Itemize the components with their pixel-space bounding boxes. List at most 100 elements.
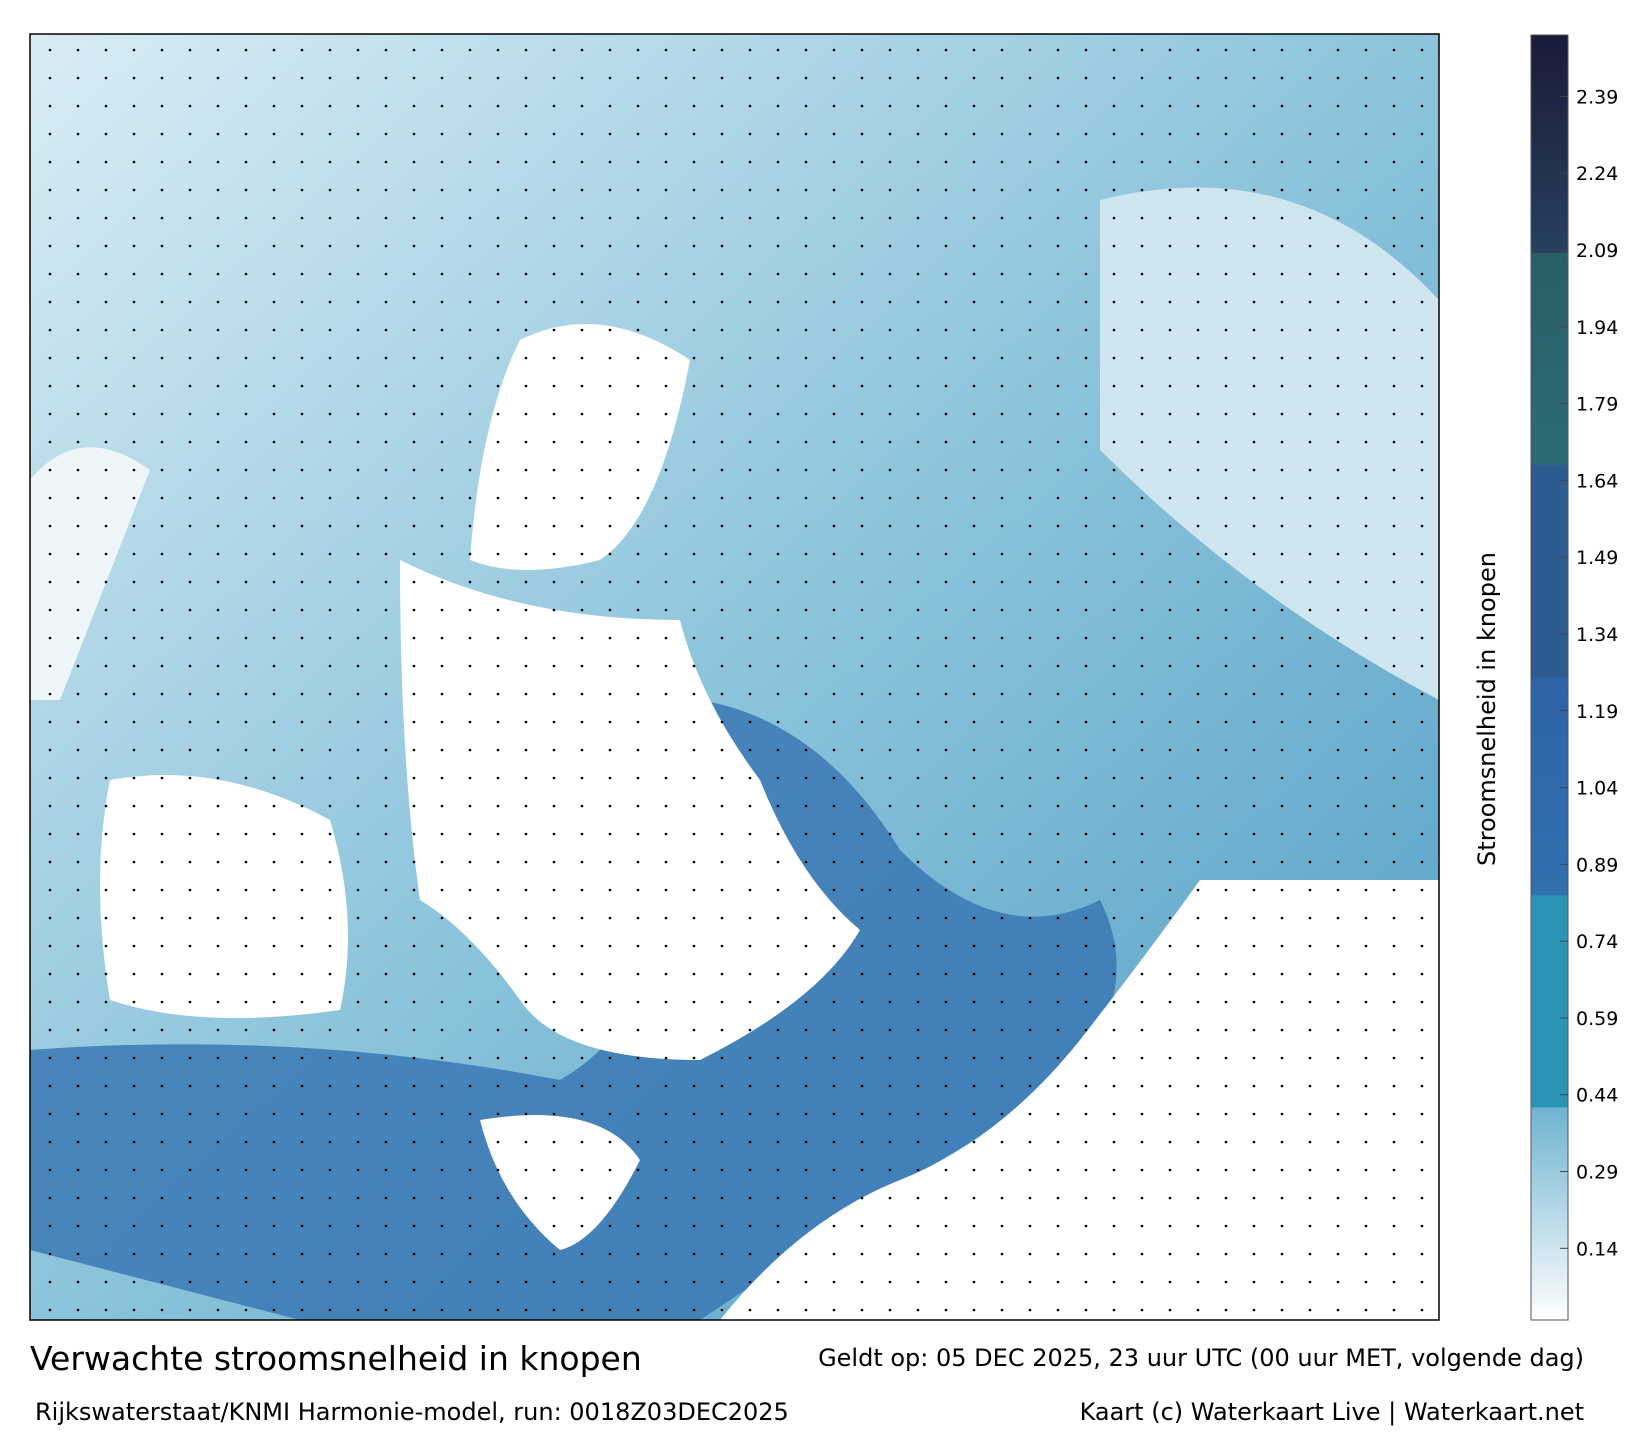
grid-dot xyxy=(1084,552,1088,556)
grid-dot xyxy=(1364,664,1368,668)
grid-dot xyxy=(804,1056,808,1060)
grid-dot xyxy=(720,1224,724,1228)
grid-dot xyxy=(1028,1280,1032,1284)
grid-dot xyxy=(860,832,864,836)
grid-dot xyxy=(272,1028,276,1032)
grid-dot xyxy=(1308,1252,1312,1256)
grid-dot xyxy=(1420,1140,1424,1144)
grid-dot xyxy=(1392,860,1396,864)
grid-dot xyxy=(1000,104,1004,108)
grid-dot xyxy=(104,748,108,752)
grid-dot xyxy=(244,496,248,500)
grid-dot xyxy=(804,412,808,416)
grid-dot xyxy=(1364,748,1368,752)
grid-dot xyxy=(636,1308,640,1312)
grid-dot xyxy=(972,132,976,136)
grid-dot xyxy=(1224,720,1228,724)
grid-dot xyxy=(1056,1112,1060,1116)
grid-dot xyxy=(384,608,388,612)
grid-dot xyxy=(888,636,892,640)
grid-dot xyxy=(132,1056,136,1060)
grid-dot xyxy=(104,496,108,500)
grid-dot xyxy=(48,132,52,136)
grid-dot xyxy=(524,384,528,388)
grid-dot xyxy=(1252,216,1256,220)
grid-dot xyxy=(1420,1308,1424,1312)
grid-dot xyxy=(1336,1028,1340,1032)
grid-dot xyxy=(328,636,332,640)
grid-dot xyxy=(916,888,920,892)
grid-dot xyxy=(1000,804,1004,808)
grid-dot xyxy=(216,76,220,80)
grid-dot xyxy=(664,300,668,304)
grid-dot xyxy=(1000,160,1004,164)
grid-dot xyxy=(328,552,332,556)
grid-dot xyxy=(496,720,500,724)
grid-dot xyxy=(1168,692,1172,696)
grid-dot xyxy=(1392,776,1396,780)
grid-dot xyxy=(580,1028,584,1032)
grid-dot xyxy=(1028,748,1032,752)
grid-dot xyxy=(104,328,108,332)
grid-dot xyxy=(1308,1140,1312,1144)
grid-dot xyxy=(412,1308,416,1312)
grid-dot xyxy=(356,720,360,724)
grid-dot xyxy=(244,356,248,360)
grid-dot xyxy=(76,1308,80,1312)
grid-dot xyxy=(1420,888,1424,892)
grid-dot xyxy=(944,132,948,136)
grid-dot xyxy=(720,1252,724,1256)
grid-dot xyxy=(244,160,248,164)
grid-dot xyxy=(1112,188,1116,192)
grid-dot xyxy=(300,720,304,724)
grid-dot xyxy=(440,244,444,248)
grid-dot xyxy=(1196,1112,1200,1116)
grid-dot xyxy=(272,832,276,836)
grid-dot xyxy=(832,804,836,808)
grid-dot xyxy=(412,1056,416,1060)
grid-dot xyxy=(608,748,612,752)
grid-dot xyxy=(580,1140,584,1144)
grid-dot xyxy=(860,104,864,108)
grid-dot xyxy=(748,524,752,528)
grid-dot xyxy=(132,468,136,472)
grid-dot xyxy=(1280,1140,1284,1144)
grid-dot xyxy=(1028,636,1032,640)
grid-dot xyxy=(1084,860,1088,864)
grid-dot xyxy=(104,216,108,220)
grid-dot xyxy=(216,328,220,332)
grid-dot xyxy=(608,832,612,836)
grid-dot xyxy=(1308,160,1312,164)
grid-dot xyxy=(804,580,808,584)
grid-dot xyxy=(48,48,52,52)
grid-dot xyxy=(832,888,836,892)
grid-dot xyxy=(76,412,80,416)
grid-dot xyxy=(552,160,556,164)
grid-dot xyxy=(1364,188,1368,192)
grid-dot xyxy=(1364,804,1368,808)
grid-dot xyxy=(832,1000,836,1004)
colorbar-tick-label: 1.94 xyxy=(1576,317,1618,339)
grid-dot xyxy=(888,916,892,920)
grid-dot xyxy=(496,608,500,612)
grid-dot xyxy=(468,580,472,584)
grid-dot xyxy=(524,804,528,808)
grid-dot xyxy=(1028,48,1032,52)
grid-dot xyxy=(384,132,388,136)
grid-dot xyxy=(804,48,808,52)
grid-dot xyxy=(888,244,892,248)
grid-dot xyxy=(1308,104,1312,108)
grid-dot xyxy=(1252,160,1256,164)
grid-dot xyxy=(1308,720,1312,724)
grid-dot xyxy=(1084,776,1088,780)
grid-dot xyxy=(468,356,472,360)
grid-dot xyxy=(1196,244,1200,248)
grid-dot xyxy=(664,804,668,808)
grid-dot xyxy=(832,1084,836,1088)
grid-dot xyxy=(636,216,640,220)
grid-dot xyxy=(104,1112,108,1116)
grid-dot xyxy=(1000,496,1004,500)
grid-dot xyxy=(104,832,108,836)
grid-dot xyxy=(468,1056,472,1060)
grid-dot xyxy=(692,664,696,668)
